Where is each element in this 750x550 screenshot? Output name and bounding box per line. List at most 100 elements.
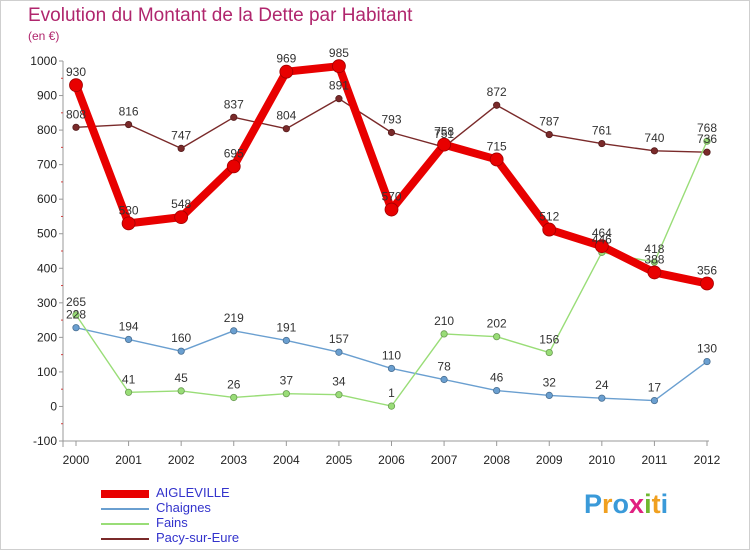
data-point-chaignes [493,386,501,395]
data-point-pacy-sur-eure [493,101,501,109]
data-point-aigleville [594,239,609,254]
data-label-fains: 265 [66,295,86,309]
y-tick-label: 1000 [30,54,57,68]
series-pacy-sur-eure [72,95,711,156]
y-tick-label: 800 [37,123,57,137]
logo-letter: x [629,489,645,519]
data-point-chaignes [282,336,290,345]
data-label-chaignes: 24 [595,378,609,392]
data-point-aigleville [279,64,294,79]
data-label-aigleville: 695 [224,146,244,160]
data-label-aigleville: 530 [119,203,139,217]
data-point-aigleville [332,59,346,74]
data-label-fains: 34 [332,375,346,389]
legend-label: Fains [156,515,188,530]
data-point-pacy-sur-eure [703,148,711,156]
data-point-chaignes [230,327,238,335]
proxiti-logo: Proxiti [584,489,668,520]
data-label-fains: 45 [174,371,188,385]
y-tick-label: 900 [37,89,57,103]
data-label-pacy-sur-eure: 736 [697,132,717,146]
logo-letter: r [602,489,613,519]
legend-label: Chaignes [156,500,211,515]
data-point-pacy-sur-eure [72,123,80,131]
data-label-pacy-sur-eure: 891 [329,79,349,93]
data-label-pacy-sur-eure: 837 [224,97,244,111]
data-label-chaignes: 157 [329,332,349,346]
x-tick-label: 2003 [220,453,247,467]
data-point-fains [440,330,448,338]
data-point-aigleville [384,202,399,217]
data-point-chaignes [72,324,80,332]
data-point-pacy-sur-eure [650,147,659,155]
series-fains [72,137,711,410]
data-point-fains [650,258,659,266]
data-point-fains [177,387,185,395]
data-point-chaignes [177,347,185,355]
legend-label: Pacy-sur-Eure [156,530,240,545]
data-point-chaignes [387,364,396,373]
data-label-pacy-sur-eure: 747 [171,128,191,142]
y-tick-label: 500 [37,227,57,241]
data-point-chaignes [598,394,606,402]
data-point-aigleville [69,78,83,93]
data-label-fains: 446 [592,232,612,246]
data-label-pacy-sur-eure: 872 [487,85,507,99]
data-point-fains [124,388,133,396]
legend-swatch [101,523,149,525]
data-point-pacy-sur-eure [387,128,396,137]
data-point-fains [703,137,711,145]
data-label-fains: 202 [487,317,507,331]
x-tick-label: 2007 [431,453,458,467]
data-label-chaignes: 191 [276,320,296,334]
data-label-chaignes: 78 [437,360,451,374]
data-label-fains: 418 [644,242,664,256]
data-label-pacy-sur-eure: 804 [276,109,296,123]
y-tick-label: 100 [37,365,57,379]
data-label-chaignes: 32 [543,375,557,389]
data-label-aigleville: 985 [329,46,349,60]
data-label-aigleville: 969 [276,52,296,66]
data-point-pacy-sur-eure [335,95,343,103]
data-point-fains [387,402,396,410]
data-label-pacy-sur-eure: 816 [119,105,139,119]
data-label-aigleville: 464 [592,226,612,240]
data-point-chaignes [545,391,553,399]
x-tick-label: 2011 [642,453,668,467]
data-point-fains [493,333,501,341]
series-aigleville [69,59,714,291]
logo-letter: P [584,489,603,519]
x-tick-label: 2006 [378,453,405,467]
data-label-fains: 37 [280,374,294,388]
data-label-fains: 210 [434,314,454,328]
logo-letter: i [644,489,652,519]
data-label-aigleville: 548 [171,197,191,211]
data-point-aigleville [121,216,136,231]
logo-letter: i [660,489,669,519]
data-label-aigleville: 570 [381,190,401,204]
x-tick-label: 2002 [168,453,195,467]
data-label-fains: 41 [122,372,136,386]
data-point-chaignes [440,375,448,384]
data-point-aigleville [489,152,504,167]
data-label-fains: 26 [227,377,241,391]
legend-swatch [101,538,149,540]
y-tick-label: 700 [37,158,57,172]
data-point-pacy-sur-eure [282,125,290,133]
data-point-aigleville [647,265,662,280]
data-label-chaignes: 130 [697,342,717,356]
y-tick-label: 600 [37,192,57,206]
data-point-chaignes [124,335,133,344]
y-tick-label: -100 [33,434,57,448]
data-label-pacy-sur-eure: 761 [592,124,612,138]
x-tick-label: 2009 [536,453,563,467]
data-point-pacy-sur-eure [230,113,238,121]
legend-swatch [101,508,149,510]
data-point-fains [545,348,553,357]
data-label-chaignes: 17 [648,381,662,395]
data-point-chaignes [650,396,659,405]
data-point-aigleville [437,137,451,152]
y-tick-label: 0 [50,399,57,413]
